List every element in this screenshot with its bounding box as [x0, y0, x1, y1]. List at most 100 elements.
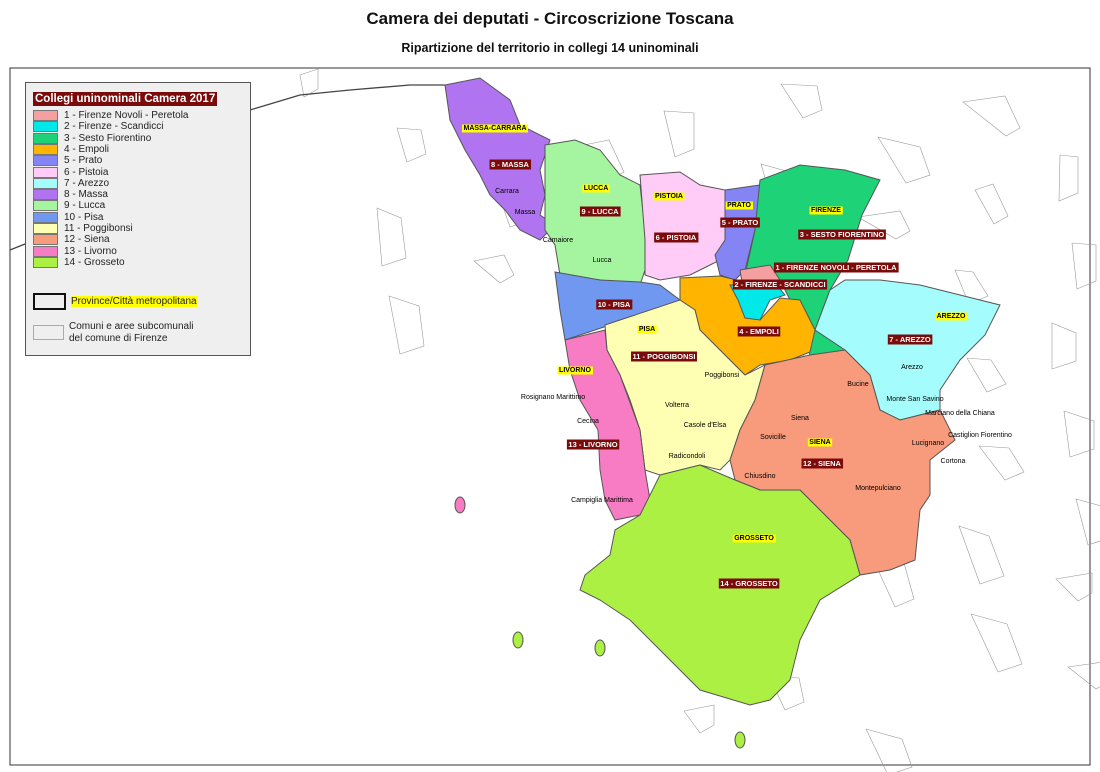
comuni-swatch: [33, 325, 64, 340]
city-label: Cortona: [941, 458, 966, 465]
label-background: [579, 206, 621, 217]
city-label: Siena: [791, 415, 809, 422]
collegio-label: 4 - EMPOLI: [739, 327, 779, 336]
label-background: [718, 578, 780, 589]
label-background: [935, 312, 968, 321]
province-label: SIENA: [809, 439, 830, 446]
city-label: Lucca: [593, 257, 612, 264]
label-background: [566, 439, 620, 450]
label-background: [637, 325, 657, 334]
label-background: [773, 262, 899, 273]
collegio-label: 2 - FIRENZE - SCANDICCI: [734, 280, 825, 289]
comune-boundary: [877, 136, 931, 184]
city-label: Monte San Savino: [886, 396, 943, 403]
legend-item-label: 2 - Firenze - Scandicci: [64, 121, 164, 133]
comune-boundary: [978, 445, 1025, 481]
comune-boundary: [299, 68, 319, 98]
legend-item: 2 - Firenze - Scandicci: [33, 121, 164, 133]
comune-boundary: [376, 207, 407, 267]
comune-boundary: [663, 110, 695, 158]
city-label: Camaiore: [543, 237, 573, 244]
label-background: [631, 351, 697, 362]
legend-swatch: [33, 189, 58, 201]
legend-item-label: 14 - Grosseto: [64, 256, 125, 268]
legend-item-label: 10 - Pisa: [64, 211, 104, 223]
legend-item-label: 6 - Pistoia: [64, 166, 109, 178]
city-label: Massa: [515, 209, 536, 216]
city-label: Volterra: [665, 402, 689, 409]
province-label: Province/Città metropolitana: [71, 296, 197, 307]
city-label: Cecina: [577, 418, 599, 425]
collegio-label: 12 - SIENA: [803, 459, 842, 468]
legend-swatch: [33, 245, 58, 257]
comune-boundary: [1058, 154, 1079, 202]
comune-boundary: [974, 183, 1009, 225]
legend-item-label: 9 - Lucca: [64, 200, 106, 212]
legend-swatch: [33, 143, 58, 155]
legend-item-label: 3 - Sesto Fiorentino: [64, 132, 152, 144]
legend-swatch: [33, 110, 58, 121]
label-background: [732, 534, 776, 543]
collegio-label: 3 - SESTO FIORENTINO: [800, 230, 885, 239]
comune-boundary: [388, 295, 425, 355]
label-background: [720, 217, 760, 228]
legend-item-label: 8 - Massa: [64, 189, 108, 201]
collegio-label: 7 - AREZZO: [889, 335, 931, 344]
label-background: [462, 124, 528, 133]
province-label: MASSA-CARRARA: [464, 125, 527, 132]
legend-item-label: 12 - Siena: [64, 234, 110, 246]
collegio-label: 9 - LUCCA: [581, 207, 619, 216]
legend-swatch: [33, 256, 58, 268]
comune-boundary: [396, 127, 427, 163]
collegio-label: 14 - GROSSETO: [720, 579, 778, 588]
legend-item-label: 5 - Prato: [64, 155, 103, 167]
legend-item: 13 - Livorno: [33, 245, 117, 257]
label-background: [725, 201, 753, 210]
collegio-label: 6 - PISTOIA: [656, 233, 697, 242]
legend-item-label: 7 - Arezzo: [64, 177, 110, 189]
legend-swatch: [33, 155, 58, 167]
province-label: PRATO: [727, 202, 751, 209]
collegio-label: 13 - LIVORNO: [568, 440, 617, 449]
label-background: [798, 229, 886, 240]
legend-item: 7 - Arezzo: [33, 177, 110, 189]
comune-boundary: [780, 83, 823, 119]
comune-boundary: [1055, 572, 1093, 602]
legend-swatch: [33, 121, 58, 133]
label-background: [807, 438, 833, 447]
map-subtitle: Ripartizione del territorio in collegi 1…: [401, 41, 699, 55]
island: [734, 731, 746, 749]
city-label: Lucignano: [912, 440, 944, 447]
label-background: [732, 279, 828, 290]
legend: Collegi uninominali Camera 2017 1 - Fire…: [25, 82, 251, 356]
legend-item: 6 - Pistoia: [33, 166, 109, 178]
province-label: PISA: [639, 326, 655, 333]
collegio-label: 5 - PRATO: [722, 218, 759, 227]
legend-comuni: Comuni e aree subcomunali del comune di …: [33, 321, 209, 345]
city-label: Montepulciano: [855, 485, 901, 492]
city-label: Sovicille: [760, 434, 786, 441]
legend-item: 12 - Siena: [33, 234, 110, 246]
legend-item-label: 1 - Firenze Novoli - Peretola: [64, 110, 189, 121]
collegio-label: 1 - FIRENZE NOVOLI - PERETOLA: [775, 263, 897, 272]
province-label: FIRENZE: [811, 207, 841, 214]
label-background: [737, 326, 781, 337]
comune-boundary: [954, 269, 989, 305]
legend-item: 5 - Prato: [33, 155, 103, 167]
comuni-label: Comuni e aree subcomunali del comune di …: [69, 321, 194, 344]
city-label: Rosignano Marittimo: [521, 394, 585, 401]
province-swatch: [33, 293, 66, 310]
label-background: [596, 299, 633, 310]
island: [594, 639, 606, 657]
legend-province: Province/Città metropolitana: [33, 293, 197, 310]
label-background: [887, 334, 933, 345]
comune-boundary: [970, 613, 1023, 673]
city-label: Castiglion Fiorentino: [948, 432, 1012, 439]
island: [512, 631, 524, 649]
legend-item-label: 11 - Poggibonsi: [64, 223, 133, 234]
comune-boundary: [1067, 662, 1100, 690]
city-label: Arezzo: [901, 364, 923, 371]
legend-item: 4 - Empoli: [33, 143, 109, 155]
legend-swatch: [33, 177, 58, 189]
comune-boundary: [683, 704, 715, 734]
